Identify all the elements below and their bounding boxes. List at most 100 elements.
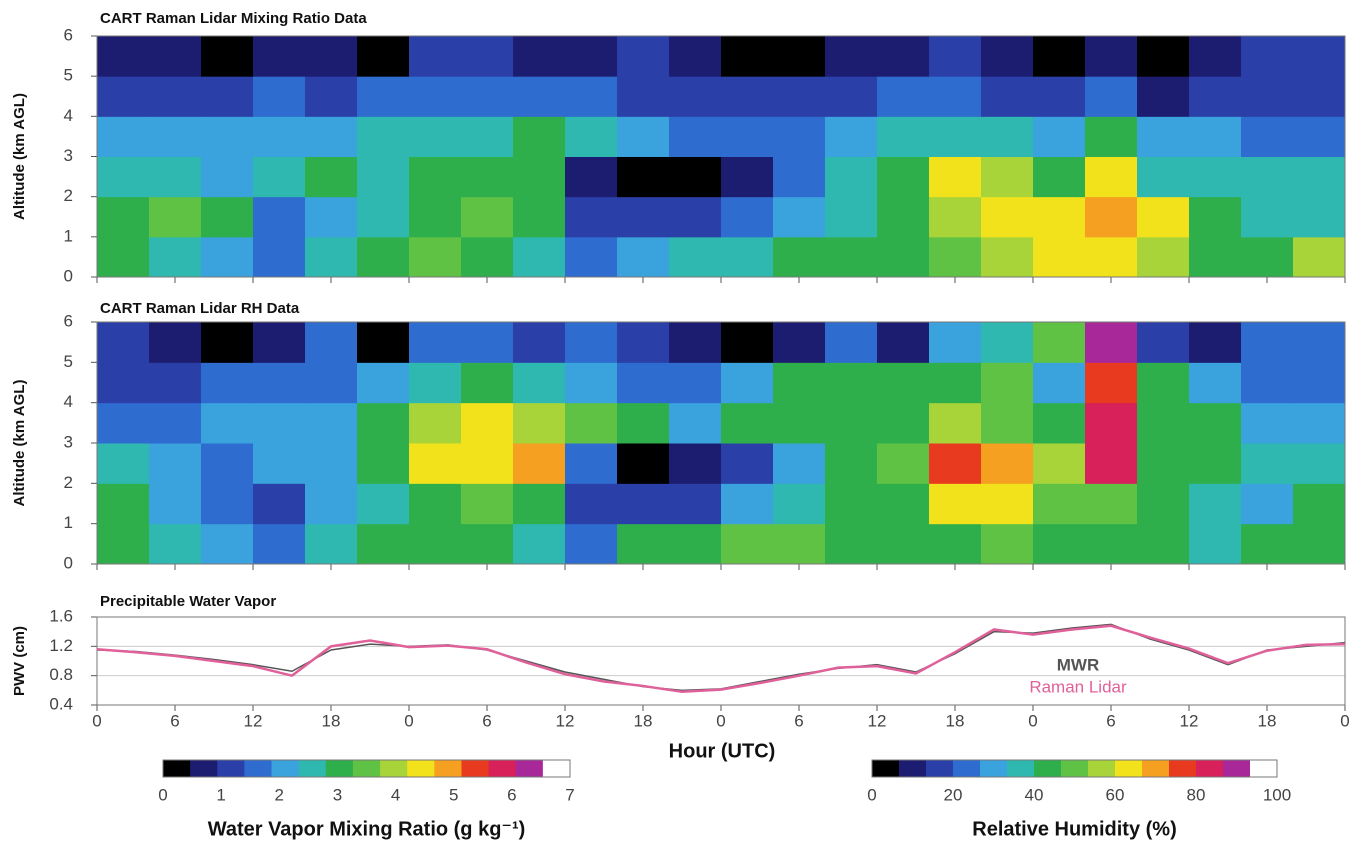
y-tick-label: 0: [64, 266, 73, 285]
colorbar-swatch: [953, 760, 981, 777]
colorbar-swatch: [1115, 760, 1143, 777]
heat-cell: [149, 322, 202, 363]
y-tick-label: 0: [64, 553, 73, 572]
heat-cell: [513, 443, 566, 484]
heat-cell: [929, 523, 982, 565]
colorbar-swatch: [1250, 760, 1278, 777]
heat-cell: [1033, 483, 1086, 525]
colorbar-swatch: [1169, 760, 1197, 777]
heat-cell: [97, 362, 150, 404]
heat-cell: [981, 196, 1034, 238]
heat-cell: [1293, 402, 1346, 444]
heat-cell: [877, 196, 930, 238]
heat-cell: [201, 36, 254, 77]
x-tick-label: 12: [868, 711, 887, 730]
heat-cell: [461, 443, 514, 484]
heat-cell: [1085, 402, 1138, 444]
heat-cell: [201, 523, 254, 565]
heat-cell: [1137, 76, 1190, 117]
heat-cell: [513, 362, 566, 404]
colorbar-swatch: [407, 760, 435, 777]
heat-cell: [929, 236, 982, 278]
heat-cell: [1033, 523, 1086, 565]
heat-cell: [565, 523, 618, 565]
heat-cell: [617, 196, 670, 238]
colorbar-swatch: [1196, 760, 1224, 777]
heat-cell: [565, 322, 618, 363]
heat-cell: [1085, 362, 1138, 404]
x-tick-label: 6: [170, 711, 179, 730]
heat-cell: [1241, 443, 1294, 484]
heat-cell: [565, 196, 618, 238]
x-tick-label: 0: [92, 711, 101, 730]
heat-cell: [721, 322, 774, 363]
heat-cell: [981, 402, 1034, 444]
heat-cell: [669, 322, 722, 363]
heat-cell: [513, 483, 566, 525]
heat-cell: [1293, 76, 1346, 117]
heat-cell: [1137, 36, 1190, 77]
heat-cell: [305, 36, 358, 77]
heat-cell: [1189, 76, 1242, 117]
heat-cell: [305, 402, 358, 444]
colorbar-swatch: [461, 760, 490, 777]
heat-cell: [1189, 236, 1242, 278]
colorbar-label: Relative Humidity (%): [972, 818, 1176, 840]
series-line: [96, 624, 1346, 694]
heat-cell: [1137, 236, 1190, 278]
heat-cell: [357, 236, 410, 278]
heat-cell: [1241, 196, 1294, 238]
heat-cell: [773, 402, 826, 444]
heat-cell: [409, 156, 462, 198]
heat-cell: [201, 76, 254, 117]
legend-entry: Raman Lidar: [1029, 677, 1127, 696]
heat-cell: [253, 483, 306, 525]
heat-cell: [825, 156, 878, 198]
heat-cell: [773, 156, 826, 198]
colorbar-swatch: [542, 760, 571, 777]
heat-cell: [825, 36, 878, 77]
heat-cell: [201, 483, 254, 525]
heat-cell: [305, 443, 358, 484]
heat-cell: [461, 236, 514, 278]
heat-cell: [877, 362, 930, 404]
heat-cell: [1189, 483, 1242, 525]
heat-cell: [929, 443, 982, 484]
heat-cell: [1189, 36, 1242, 77]
x-tick-label: 6: [794, 711, 803, 730]
heat-cell: [617, 322, 670, 363]
heat-cell: [669, 443, 722, 484]
heat-cell: [981, 443, 1034, 484]
heat-cell: [1085, 322, 1138, 363]
heat-cell: [825, 443, 878, 484]
heat-cell: [929, 76, 982, 117]
heat-cell: [1241, 483, 1294, 525]
heat-cell: [149, 443, 202, 484]
heat-cell: [617, 76, 670, 117]
colorbar-tick-label: 2: [275, 785, 284, 804]
heat-cell: [721, 76, 774, 117]
heat-cell: [1189, 156, 1242, 198]
heat-cell: [1293, 36, 1346, 77]
heat-cell: [461, 196, 514, 238]
heat-cell: [1137, 483, 1190, 525]
colorbar-tick-label: 5: [449, 785, 458, 804]
x-tick-label: 0: [404, 711, 413, 730]
legend-entry: MWR: [1057, 655, 1099, 674]
colorbar-label: Water Vapor Mixing Ratio (g kg⁻¹): [208, 818, 526, 840]
heat-cell: [253, 443, 306, 484]
heat-cell: [409, 483, 462, 525]
y-tick-label: 6: [64, 25, 73, 44]
y-tick-label: 1: [64, 226, 73, 245]
heat-cell: [773, 523, 826, 565]
heat-cell: [1137, 523, 1190, 565]
heat-cell: [305, 76, 358, 117]
heat-cell: [97, 443, 150, 484]
heat-cell: [773, 483, 826, 525]
colorbar-frame: [162, 759, 571, 778]
heat-cell: [929, 196, 982, 238]
heat-cell: [825, 402, 878, 444]
heat-cell: [1033, 116, 1086, 157]
heat-cell: [669, 196, 722, 238]
x-tick-label: 0: [1028, 711, 1037, 730]
